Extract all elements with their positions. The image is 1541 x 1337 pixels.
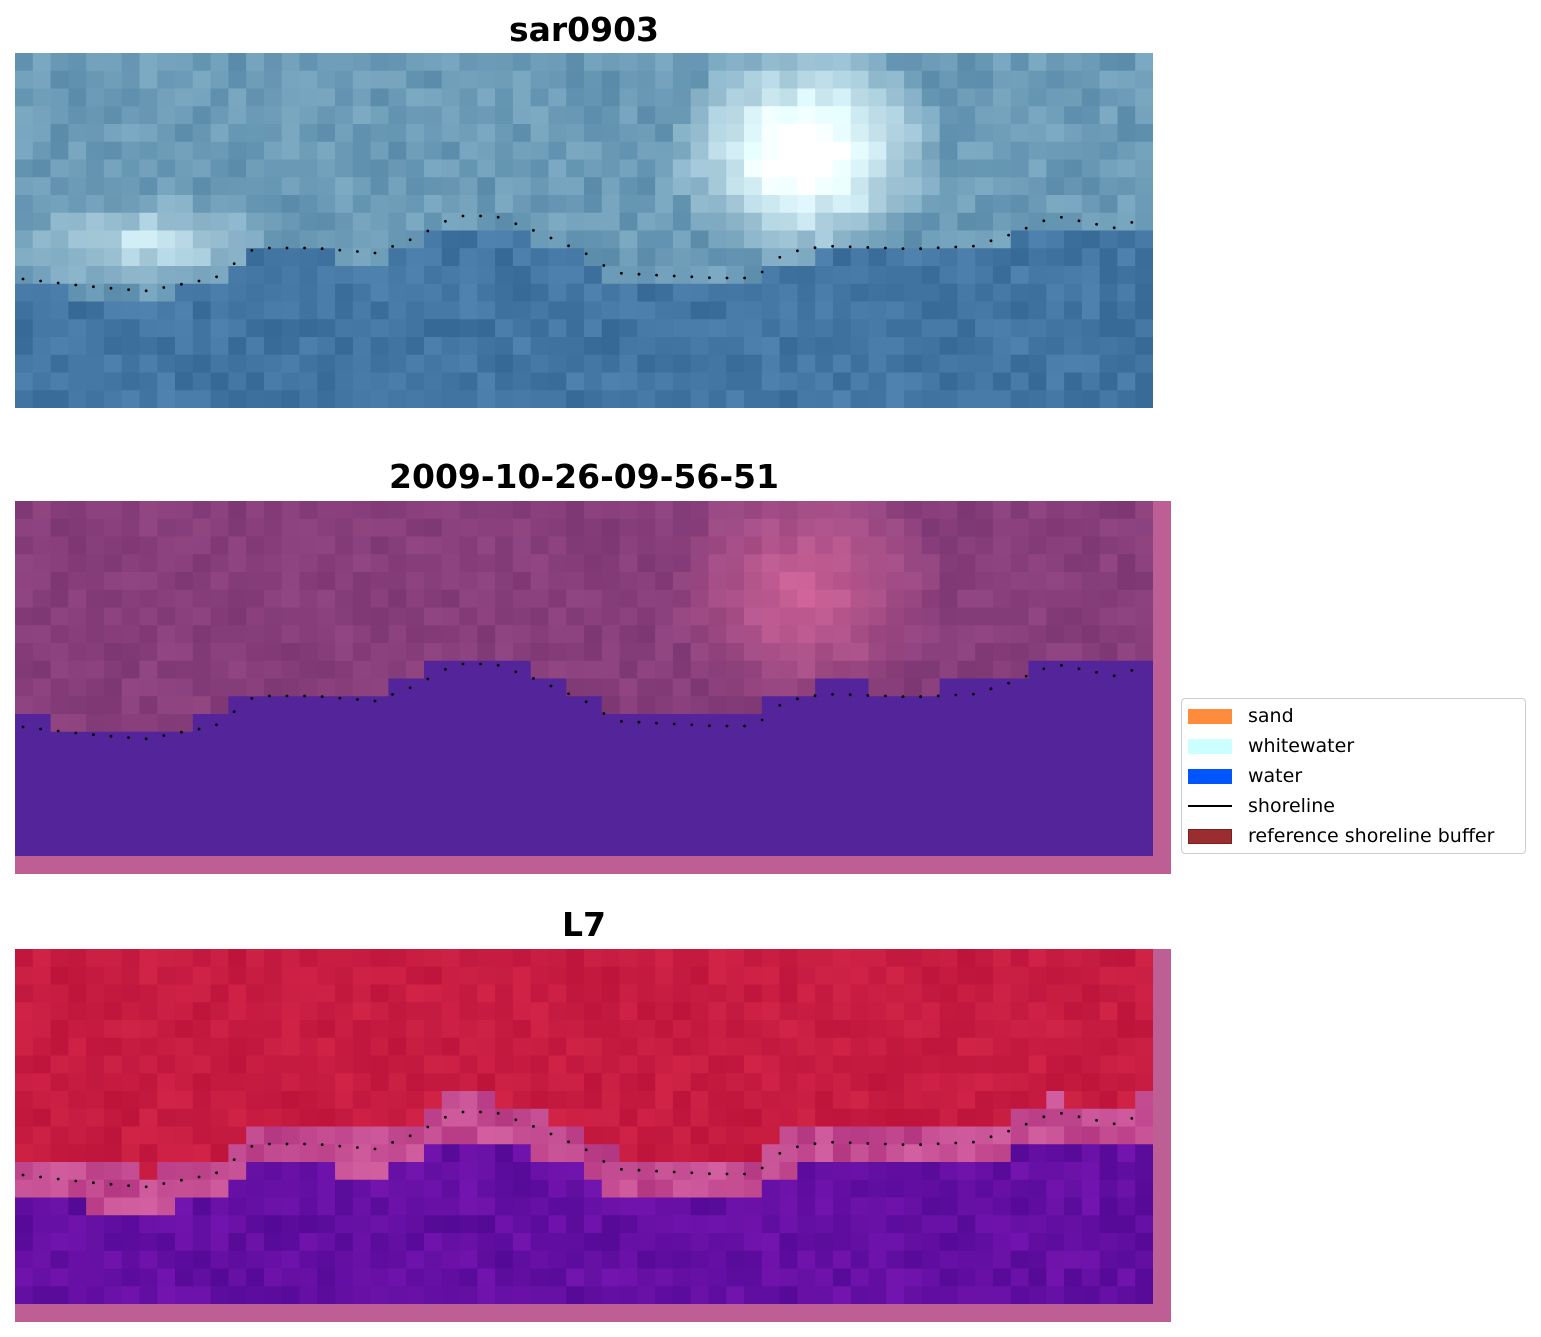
panel-title-1: sar0903 — [508, 10, 660, 49]
sand-swatch — [1188, 708, 1232, 724]
panel-title-3: L7 — [562, 905, 606, 944]
legend-item-whitewater: whitewater — [1188, 731, 1354, 761]
legend-item-sand: sand — [1188, 701, 1294, 731]
legend-item-shoreline: shoreline — [1188, 791, 1335, 821]
legend: sand whitewater water shoreline referenc… — [1181, 698, 1526, 854]
reference-buffer-swatch — [1188, 828, 1232, 844]
legend-label-water: water — [1248, 765, 1303, 787]
water-swatch — [1188, 768, 1232, 784]
legend-label-shoreline: shoreline — [1248, 795, 1335, 817]
legend-label-reference-buffer: reference shoreline buffer — [1248, 825, 1495, 847]
nir-image — [15, 949, 1153, 1304]
legend-item-water: water — [1188, 761, 1302, 791]
legend-label-sand: sand — [1248, 705, 1294, 727]
shoreline-line-swatch — [1188, 805, 1232, 807]
satellite-image-rgb — [15, 53, 1153, 408]
whitewater-swatch — [1188, 738, 1232, 754]
legend-item-reference-buffer: reference shoreline buffer — [1188, 821, 1494, 851]
panel-title-2: 2009-10-26-09-56-51 — [389, 457, 779, 496]
legend-label-whitewater: whitewater — [1248, 735, 1355, 757]
classified-image — [15, 501, 1153, 856]
